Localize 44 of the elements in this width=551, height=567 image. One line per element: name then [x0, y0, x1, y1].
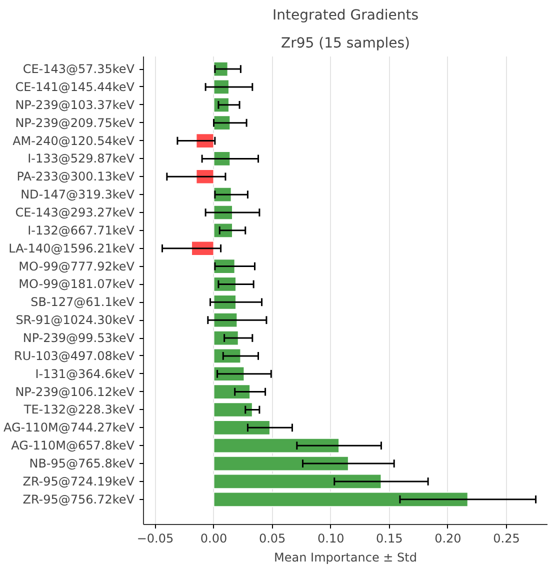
bar	[213, 348, 242, 364]
y-tick-label: NP-239@99.53keV	[22, 331, 136, 346]
y-tick-label: MO-99@777.92keV	[18, 259, 136, 274]
y-tick-label: RU-103@497.08keV	[14, 348, 136, 363]
x-tick-label: 0.20	[434, 532, 462, 546]
bar	[213, 492, 468, 508]
y-tick-label: I-133@529.87keV	[28, 152, 136, 166]
bar	[213, 456, 349, 472]
y-tick-label: LA-140@1596.21keV	[8, 241, 136, 256]
y-tick-label: AG-110M@744.27keV	[4, 420, 136, 435]
y-tick-label: CE-143@293.27keV	[15, 206, 136, 220]
y-tick-label: AM-240@120.54keV	[12, 134, 136, 148]
y-tick-label: PA-233@300.13keV	[16, 170, 136, 184]
x-tick-label: 0.25	[493, 532, 520, 546]
y-tick-label: CE-141@145.44keV	[15, 80, 136, 94]
bar	[213, 474, 382, 490]
x-tick-label: −0.05	[136, 532, 174, 546]
y-tick-label: I-131@364.6keV	[35, 366, 136, 381]
y-tick-label: SB-127@61.1keV	[30, 295, 136, 310]
y-tick-label: CE-143@57.35keV	[22, 62, 136, 76]
y-tick-label: NP-239@103.37keV	[15, 98, 136, 112]
bar	[213, 402, 253, 418]
y-tick-label: NB-95@765.8keV	[29, 456, 136, 471]
x-tick-label: 0.15	[376, 532, 403, 546]
y-tick-label: ZR-95@724.19keV	[22, 474, 136, 488]
y-tick-label: NP-239@209.75keV	[15, 116, 136, 130]
x-tick-label: 0.00	[200, 532, 228, 546]
y-tick-label: NP-239@106.12keV	[15, 384, 136, 399]
bar	[213, 420, 270, 436]
bar	[213, 330, 239, 346]
x-tick-label: 0.05	[258, 532, 286, 546]
y-tick-label: ND-147@319.3keV	[20, 188, 136, 202]
y-tick-label: MO-99@181.07keV	[18, 277, 136, 292]
y-tick-label: I-132@667.71keV	[28, 223, 136, 238]
x-axis-title: Mean Importance ± Std	[274, 550, 417, 564]
bar	[213, 438, 340, 454]
chart-title: Integrated Gradients	[272, 8, 418, 24]
y-tick-label: SR-91@1024.30keV	[16, 313, 136, 328]
bar	[213, 384, 251, 400]
y-tick-label: TE-132@228.3keV	[22, 402, 136, 417]
y-tick-label: AG-110M@657.8keV	[11, 438, 136, 453]
y-tick-label: ZR-95@756.72keV	[22, 492, 136, 506]
x-tick-label: 0.10	[318, 532, 344, 546]
chart-subtitle: Zr95 (15 samples)	[281, 36, 410, 52]
